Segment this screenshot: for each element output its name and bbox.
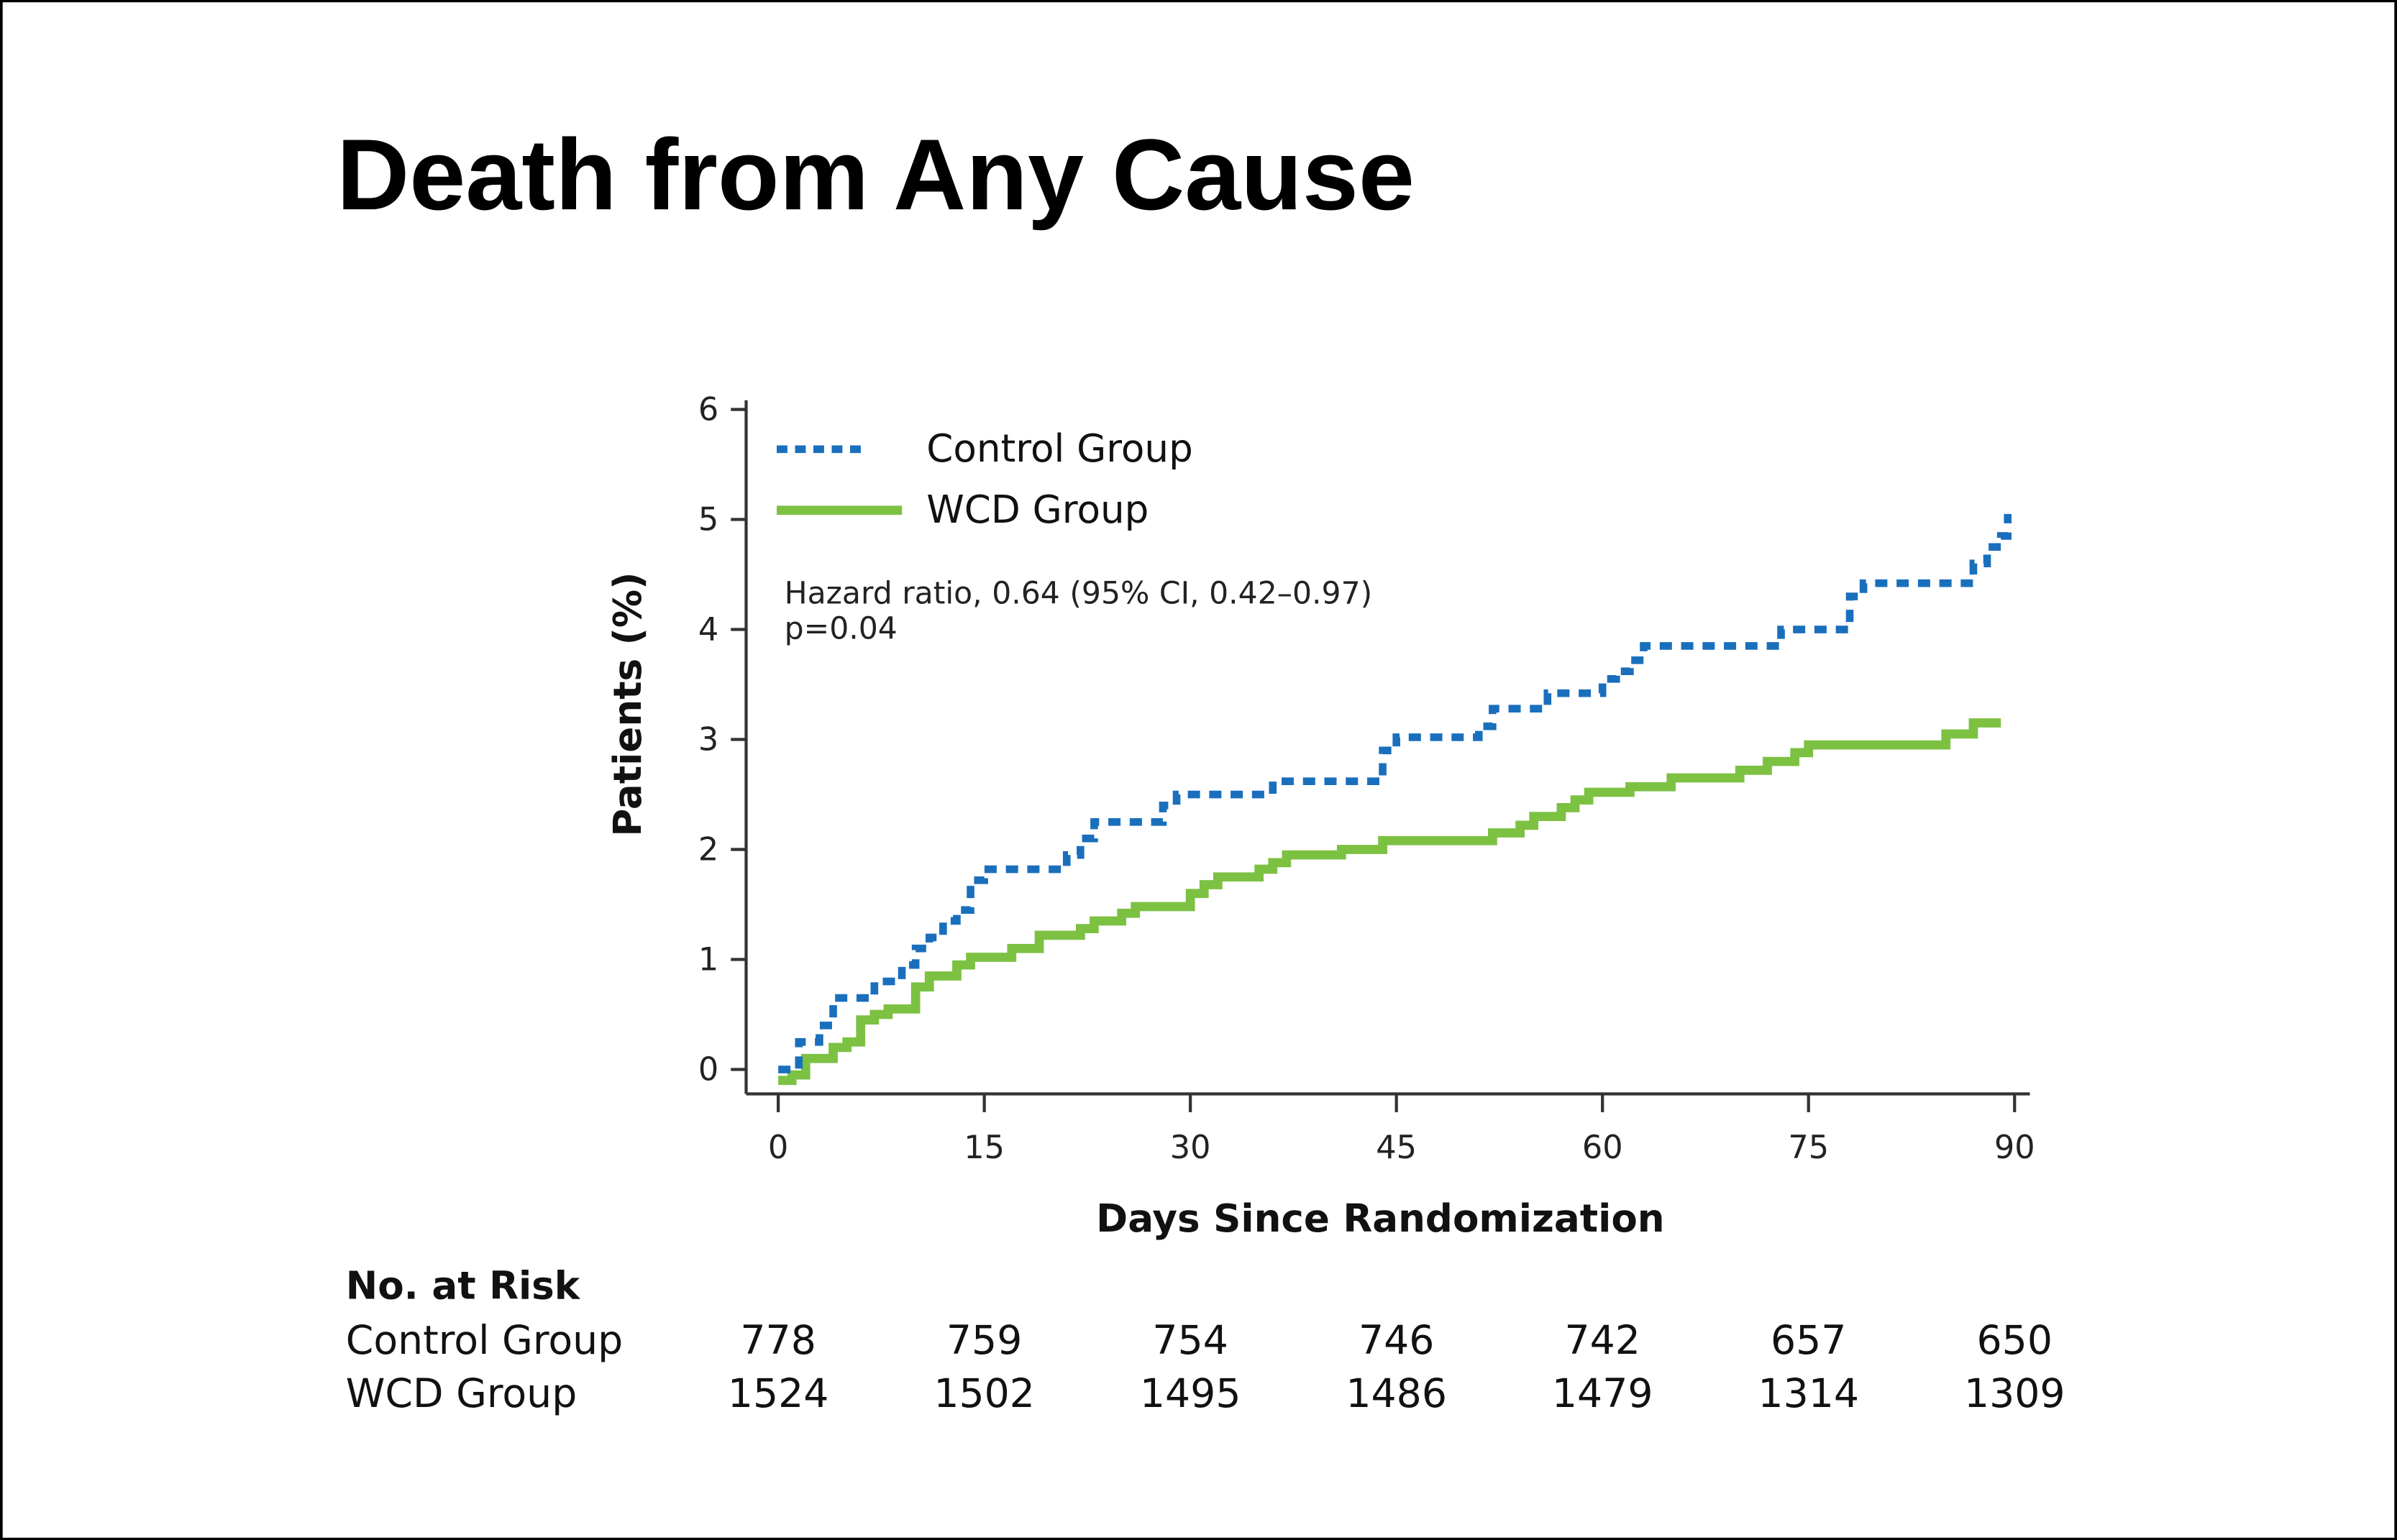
x-tick-label: 30 (1170, 1129, 1211, 1166)
risk-value: 1495 (1140, 1371, 1241, 1417)
legend-wcd-label: WCD Group (926, 487, 1149, 532)
axes (744, 400, 2030, 1096)
y-axis-label: Patients (%) (606, 572, 650, 837)
p-value-annotation: p=0.04 (785, 611, 898, 646)
risk-value: 657 (1771, 1318, 1846, 1364)
series-line-wcd-group (778, 718, 2001, 1086)
y-tick-label: 1 (698, 940, 718, 978)
risk-value: 754 (1152, 1318, 1228, 1364)
x-axis-label: Days Since Randomization (1096, 1196, 1665, 1241)
x-tick-label: 15 (964, 1129, 1005, 1166)
hazard-ratio-annotation: Hazard ratio, 0.64 (95% CI, 0.42–0.97) (785, 576, 1373, 611)
x-tick-label: 60 (1582, 1129, 1623, 1166)
risk-value: 1314 (1758, 1371, 1859, 1417)
risk-value: 1524 (728, 1371, 829, 1417)
y-tick-label: 0 (698, 1050, 718, 1088)
risk-row-label: Control Group (346, 1318, 623, 1364)
page-title: Death from Any Cause (337, 118, 1415, 231)
risk-value: 1479 (1552, 1371, 1653, 1417)
risk-value: 650 (1977, 1318, 2053, 1364)
y-tick-label: 3 (698, 720, 718, 758)
risk-value: 746 (1359, 1318, 1434, 1364)
y-tick-label: 6 (698, 390, 718, 428)
x-tick-label: 75 (1788, 1129, 1829, 1166)
risk-value: 1309 (1964, 1371, 2065, 1417)
risk-value: 742 (1564, 1318, 1640, 1364)
risk-row-label: WCD Group (346, 1371, 577, 1417)
risk-value: 759 (946, 1318, 1022, 1364)
x-tick-label: 90 (1994, 1129, 2035, 1166)
x-tick-label: 45 (1376, 1129, 1417, 1166)
x-tick-label: 0 (768, 1129, 788, 1166)
y-tick-label: 2 (698, 830, 718, 868)
y-tick-label: 4 (698, 610, 718, 648)
risk-table: No. at Risk Control Group WCD Group 778 7… (346, 1263, 2065, 1417)
legend: Control Group WCD Group (777, 426, 1193, 532)
risk-value: 1486 (1346, 1371, 1447, 1417)
risk-table-heading: No. at Risk (346, 1263, 581, 1308)
series-line-control-group (778, 513, 2012, 1073)
risk-value: 778 (740, 1318, 816, 1364)
legend-control-label: Control Group (926, 426, 1193, 471)
risk-value: 1502 (933, 1371, 1035, 1417)
y-tick-label: 5 (698, 500, 718, 538)
